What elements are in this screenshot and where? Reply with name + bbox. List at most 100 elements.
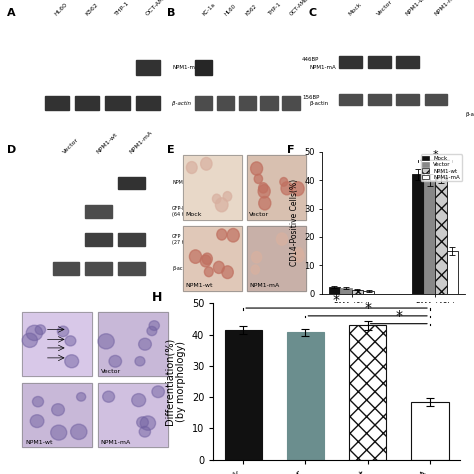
- Bar: [182, 155, 242, 220]
- Bar: [425, 56, 447, 68]
- Circle shape: [212, 194, 221, 203]
- Text: NPM1-wt: NPM1-wt: [25, 439, 53, 445]
- Text: GFP
(27 KDa): GFP (27 KDa): [172, 235, 194, 245]
- Bar: [368, 94, 391, 106]
- Bar: [340, 288, 352, 294]
- Circle shape: [201, 255, 211, 267]
- Bar: [435, 177, 447, 294]
- Text: 156BP: 156BP: [302, 95, 319, 100]
- Circle shape: [65, 336, 76, 346]
- Circle shape: [147, 326, 157, 336]
- Bar: [85, 205, 112, 218]
- Circle shape: [217, 229, 227, 240]
- Circle shape: [103, 391, 115, 402]
- Text: K562: K562: [245, 3, 259, 17]
- Text: *: *: [364, 301, 371, 315]
- Circle shape: [30, 415, 44, 428]
- Text: OCT-AML3: OCT-AML3: [289, 0, 311, 17]
- Bar: [118, 262, 145, 275]
- Bar: [411, 402, 448, 460]
- Bar: [425, 94, 447, 106]
- Text: NPM1-wt: NPM1-wt: [185, 283, 213, 288]
- Bar: [136, 96, 160, 110]
- Text: Vector: Vector: [101, 368, 121, 374]
- Text: *: *: [333, 293, 340, 308]
- Text: HL60: HL60: [223, 3, 237, 17]
- Circle shape: [201, 157, 212, 170]
- Bar: [136, 61, 160, 75]
- Text: Mock: Mock: [348, 1, 363, 17]
- Legend: Mock, Vector, NPM1-wt, NPM1-mA: Mock, Vector, NPM1-wt, NPM1-mA: [420, 155, 462, 182]
- Circle shape: [251, 162, 263, 175]
- Circle shape: [71, 424, 87, 439]
- Circle shape: [190, 250, 201, 264]
- Bar: [98, 383, 168, 447]
- Circle shape: [252, 252, 262, 263]
- Text: E: E: [167, 145, 175, 155]
- Text: Mock: Mock: [185, 212, 202, 217]
- Bar: [75, 96, 100, 110]
- Text: A: A: [7, 9, 16, 18]
- Circle shape: [276, 233, 287, 245]
- Circle shape: [204, 267, 213, 277]
- Bar: [22, 383, 92, 447]
- Circle shape: [35, 325, 46, 335]
- Bar: [53, 262, 79, 275]
- Bar: [98, 312, 168, 376]
- Bar: [246, 226, 306, 291]
- Text: β-actin: β-actin: [310, 100, 328, 106]
- Circle shape: [26, 325, 43, 340]
- Y-axis label: CD14-Positive Cells(%): CD14-Positive Cells(%): [290, 179, 299, 266]
- Text: D: D: [7, 145, 16, 155]
- Bar: [225, 330, 262, 460]
- Bar: [118, 177, 145, 190]
- Circle shape: [294, 247, 303, 258]
- Bar: [329, 287, 340, 294]
- Bar: [118, 234, 145, 246]
- Circle shape: [77, 392, 86, 401]
- Bar: [260, 96, 278, 110]
- Bar: [424, 180, 435, 294]
- Text: β-actin: β-actin: [172, 100, 191, 106]
- Circle shape: [213, 261, 224, 273]
- Text: GFP-NPM1
(64 KDa): GFP-NPM1 (64 KDa): [172, 206, 197, 217]
- Circle shape: [258, 184, 270, 198]
- Circle shape: [52, 404, 64, 416]
- Circle shape: [22, 333, 37, 347]
- Bar: [98, 312, 168, 376]
- Text: THP-1: THP-1: [267, 2, 282, 17]
- Bar: [282, 96, 300, 110]
- Bar: [85, 262, 112, 275]
- Bar: [195, 96, 212, 110]
- Bar: [98, 383, 168, 447]
- Bar: [85, 234, 112, 246]
- Bar: [349, 325, 386, 460]
- Bar: [352, 290, 363, 294]
- Circle shape: [223, 191, 232, 201]
- Bar: [217, 96, 234, 110]
- Text: 446BP: 446BP: [302, 57, 319, 62]
- Circle shape: [149, 321, 159, 330]
- Text: NPM1-wt: NPM1-wt: [95, 132, 118, 155]
- Text: Vector: Vector: [63, 137, 80, 155]
- Text: Vector: Vector: [376, 0, 394, 17]
- Text: H: H: [152, 291, 162, 304]
- Circle shape: [152, 386, 164, 398]
- Text: NPM1-mA: NPM1-mA: [128, 129, 153, 155]
- Bar: [287, 332, 324, 460]
- Circle shape: [259, 197, 271, 210]
- Bar: [182, 155, 242, 220]
- Circle shape: [215, 198, 228, 212]
- Text: NPM1-mA: NPM1-mA: [172, 181, 196, 185]
- Text: NPM1-mA: NPM1-mA: [249, 283, 280, 288]
- Bar: [368, 56, 391, 68]
- Text: B: B: [167, 9, 176, 18]
- Circle shape: [32, 396, 44, 407]
- Bar: [339, 94, 362, 106]
- Text: β-actin: β-actin: [172, 266, 189, 271]
- Text: F: F: [287, 145, 294, 155]
- Circle shape: [139, 427, 151, 437]
- Bar: [339, 56, 362, 68]
- Text: *: *: [395, 309, 402, 323]
- Bar: [447, 251, 458, 294]
